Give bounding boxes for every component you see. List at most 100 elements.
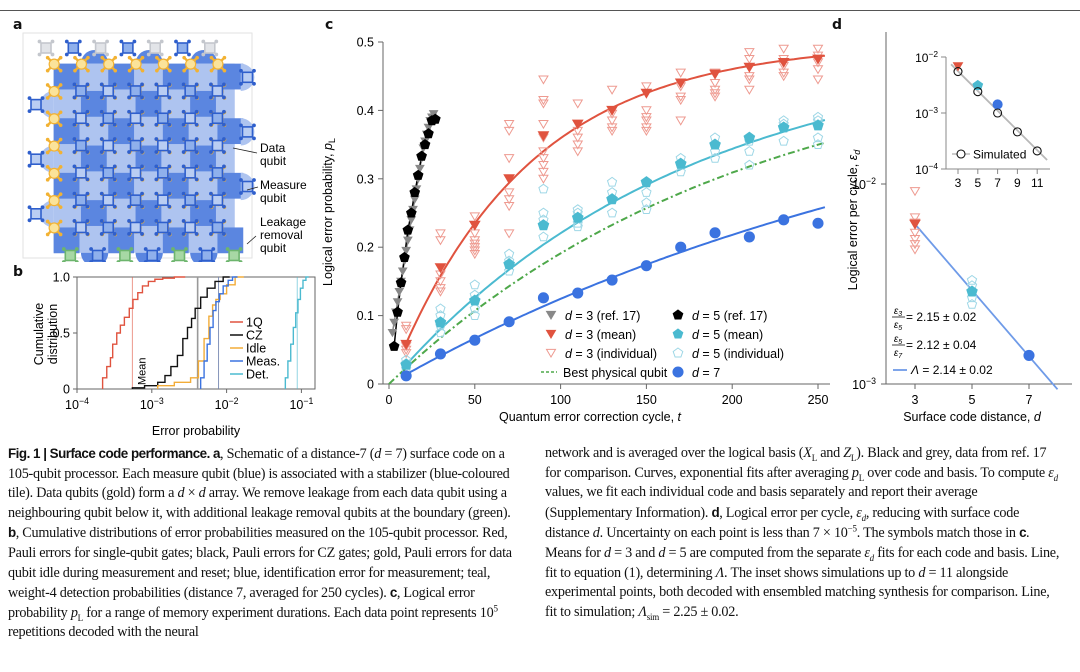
measure-qubit-body bbox=[75, 85, 87, 97]
coupler-dot bbox=[155, 55, 159, 60]
coupler-dot bbox=[154, 95, 159, 100]
c-point-d3-individual bbox=[641, 116, 652, 126]
coupler-dot bbox=[195, 68, 199, 73]
c-point-d5-individual bbox=[469, 303, 480, 314]
inset-xtick-label: 3 bbox=[955, 176, 962, 190]
coupler-dot bbox=[85, 122, 90, 127]
coupler-dot bbox=[77, 39, 82, 44]
caption-fragment: ε bbox=[864, 544, 870, 561]
c-point-d7 bbox=[537, 292, 549, 304]
coupler-dot bbox=[112, 150, 117, 154]
coupler-dot bbox=[167, 191, 172, 196]
b-plot-frame bbox=[76, 276, 316, 390]
data-qubit bbox=[45, 219, 63, 237]
coupler-dot bbox=[105, 52, 109, 57]
data-qubit bbox=[45, 83, 63, 100]
measure-qubit bbox=[127, 109, 144, 127]
d-point-d5-mean bbox=[966, 285, 978, 297]
coupler-dot bbox=[239, 81, 243, 86]
panel-c-chart: 0 0.1 0.2 0.3 0.4 0.5 0 50 100 150 200 250 d = 3 (r… bbox=[321, 36, 830, 424]
coupler-dot bbox=[167, 95, 172, 100]
caption-fragment: values, we fit each individual code and … bbox=[545, 484, 978, 521]
coupler-dot bbox=[112, 109, 117, 114]
caption-fragment: L bbox=[850, 452, 857, 463]
coupler-dot bbox=[140, 177, 144, 182]
c-point-d5-ref17 bbox=[412, 169, 424, 180]
caption-fragment: d bbox=[711, 504, 720, 520]
c-point-d5-ref17 bbox=[395, 277, 407, 288]
caption-fragment: L bbox=[811, 452, 818, 463]
coupler-dot bbox=[72, 219, 77, 223]
measure-qubit-pointer bbox=[246, 186, 259, 191]
panel-label-a: a bbox=[13, 17, 23, 33]
inactive-qubit bbox=[146, 39, 164, 57]
coupler-dot bbox=[187, 52, 191, 57]
caption-fragment: L bbox=[77, 612, 84, 623]
caption-fragment: fits for each code and basis. Line, fit … bbox=[545, 544, 1060, 581]
d-ytick-label: 10−3 bbox=[852, 376, 876, 392]
coupler-dot bbox=[99, 177, 104, 182]
coupler-dot bbox=[45, 178, 50, 182]
measure-qubit-body bbox=[30, 153, 42, 165]
coupler-dot bbox=[181, 232, 186, 236]
b-legend-label: Idle bbox=[246, 342, 266, 356]
measure-qubit bbox=[72, 219, 90, 236]
coupler-dot bbox=[140, 95, 144, 100]
coupler-dot bbox=[140, 55, 145, 60]
measure-qubit-body bbox=[157, 112, 169, 125]
coupler-dot bbox=[209, 191, 213, 196]
leakage-removal-qubit bbox=[116, 247, 134, 262]
coupler-dot bbox=[85, 82, 90, 87]
measure-qubit-body bbox=[184, 85, 196, 97]
inset-point-d5 bbox=[972, 79, 984, 90]
b-series-Idle bbox=[157, 276, 244, 389]
c-xlabel: Quantum error correction cycle, t bbox=[499, 410, 682, 424]
caption-fragment: d bbox=[658, 544, 666, 561]
coupler-dot bbox=[182, 55, 186, 60]
c-point-d3-mean bbox=[400, 339, 413, 350]
coupler-dot bbox=[37, 39, 42, 44]
c-point-d5-individual bbox=[606, 176, 618, 187]
measure-qubit-body bbox=[184, 167, 196, 179]
c-point-d3-individual bbox=[503, 154, 515, 164]
c-point-d3-individual bbox=[641, 126, 652, 136]
measure-qubit bbox=[154, 109, 172, 127]
coupler-dot bbox=[72, 82, 77, 87]
measure-qubit bbox=[209, 164, 226, 182]
c-point-d5-mean bbox=[777, 121, 790, 133]
coupler-dot bbox=[174, 52, 178, 57]
coupler-dot bbox=[127, 177, 131, 182]
measure-qubit bbox=[154, 137, 172, 154]
b-ytick-label: 0 bbox=[63, 383, 70, 397]
coupler-dot bbox=[99, 122, 104, 127]
coupler-dot bbox=[127, 68, 132, 73]
c-point-d5-ref17 bbox=[416, 150, 427, 161]
measure-qubit-body bbox=[241, 180, 254, 193]
c-point-d3-individual bbox=[538, 99, 549, 109]
coupler-dot bbox=[181, 177, 186, 182]
measure-qubit-body bbox=[211, 139, 224, 152]
coupler-dot bbox=[167, 219, 172, 223]
coupler-dot bbox=[100, 68, 105, 73]
coupler-dot bbox=[184, 247, 188, 251]
measure-qubit-body bbox=[157, 85, 169, 97]
coupler-dot bbox=[198, 260, 203, 262]
inset-ytick-label: 10−4 bbox=[915, 161, 938, 177]
measure-qubit bbox=[72, 137, 90, 154]
c-point-d7 bbox=[640, 260, 652, 272]
c-point-d3-individual bbox=[400, 325, 412, 335]
coupler-dot bbox=[181, 122, 186, 127]
c-point-d5-individual bbox=[812, 139, 824, 149]
coupler-dot bbox=[209, 122, 213, 127]
measure-qubit bbox=[99, 109, 117, 127]
c-point-d7 bbox=[812, 217, 824, 229]
d-lambda-fit-line bbox=[914, 223, 1059, 390]
c-point-d3-ref17 bbox=[406, 216, 417, 225]
c-xtick-label: 100 bbox=[550, 393, 571, 407]
c-point-d7 bbox=[743, 231, 755, 243]
coupler-dot bbox=[187, 39, 191, 44]
coupler-dot bbox=[194, 95, 199, 100]
measure-qubit-body bbox=[129, 167, 142, 179]
measure-qubit-body bbox=[129, 221, 142, 234]
